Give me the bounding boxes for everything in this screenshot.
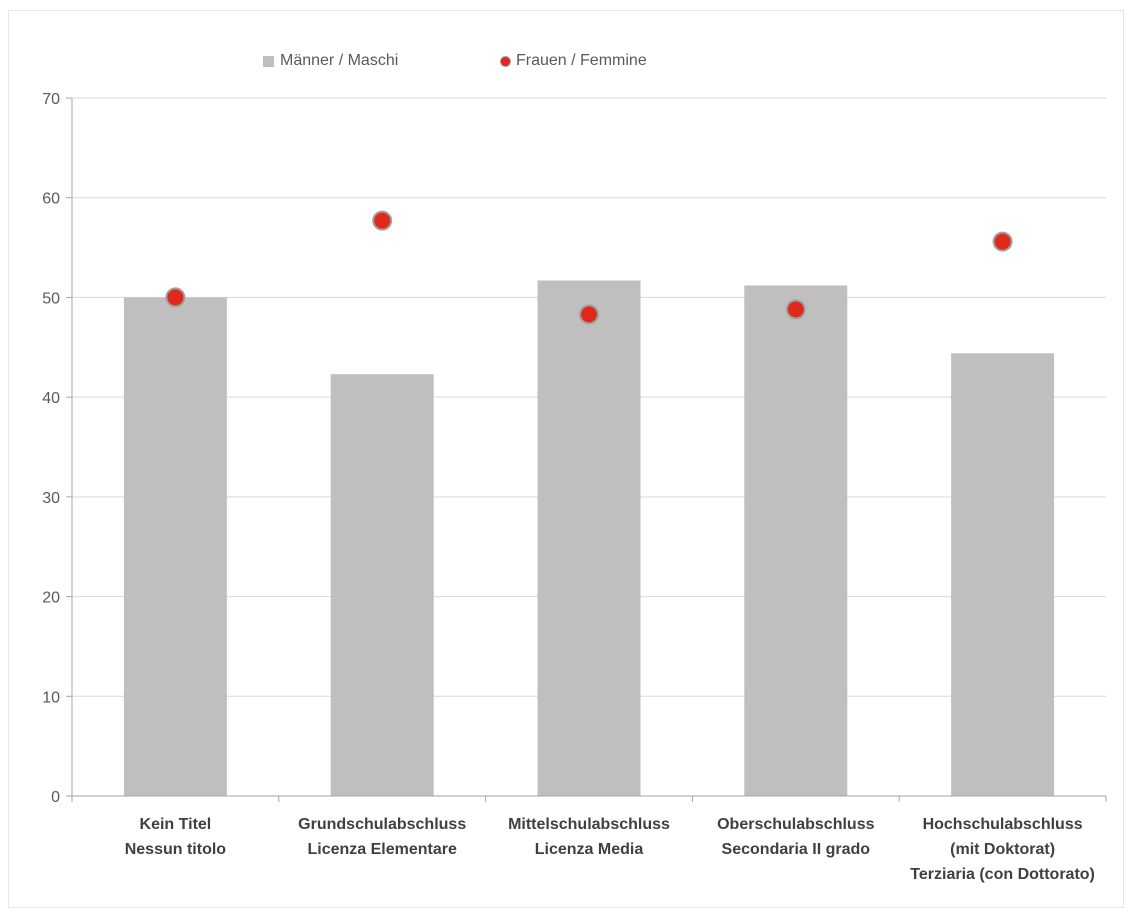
bar-men-1 [330, 374, 434, 796]
y-tick-label-50: 50 [42, 290, 60, 307]
chart-frame [8, 10, 1124, 908]
bar-men-3 [744, 285, 848, 796]
category-label-0: Kein Titel Nessun titolo [125, 816, 227, 858]
legend-label-women: Frauen / Femmine [516, 52, 647, 69]
dot-women-1 [372, 210, 393, 231]
category-label-line: Kein Titel [140, 816, 212, 833]
y-tick-label-10: 10 [42, 689, 60, 706]
category-label-2: Mittelschulabschluss Licenza Media [508, 816, 670, 858]
legend-item-men: Männer / Maschi [263, 52, 398, 70]
bar-men-4 [951, 353, 1055, 796]
dot-women-2 [579, 304, 599, 325]
y-tick-label-60: 60 [42, 191, 60, 208]
legend-bar-swatch [263, 55, 274, 67]
category-label-line: Secondaria II grado [722, 841, 871, 858]
bar-men-2 [537, 280, 641, 796]
category-label-line: Hochschulabschluss [923, 816, 1083, 833]
category-label-1: Grundschulabschluss Licenza Elementare [298, 816, 466, 858]
category-label-line: Licenza Media [535, 841, 644, 858]
y-tick-label-30: 30 [42, 490, 60, 507]
y-tick-label-70: 70 [42, 91, 60, 108]
category-label-line: Oberschulabschluss [717, 816, 874, 833]
category-label-line: Grundschulabschluss [298, 816, 466, 833]
category-label-line: Mittelschulabschluss [508, 816, 670, 833]
dot-women-3 [785, 299, 806, 320]
category-label-line: Terziaria (con Dottorato) [910, 866, 1095, 883]
dot-women-0 [165, 287, 186, 308]
legend-item-women: Frauen / Femmine [500, 52, 647, 70]
category-label-line: Nessun titolo [125, 841, 227, 858]
y-tick-label-20: 20 [42, 590, 60, 607]
category-label-line: (mit Doktorat) [950, 841, 1055, 858]
category-label-3: Oberschulabschluss Secondaria II grado [717, 816, 874, 858]
legend-dot-swatch [500, 55, 511, 67]
bar-men-0 [123, 297, 227, 796]
dot-women-4 [992, 231, 1013, 252]
y-tick-label-40: 40 [42, 390, 60, 407]
legend-label-men: Männer / Maschi [280, 52, 399, 69]
category-label-4: Hochschulabschluss (mit Doktorat) Terziari… [910, 816, 1095, 883]
category-label-line: Licenza Elementare [307, 841, 457, 858]
y-tick-label-0: 0 [51, 789, 60, 806]
